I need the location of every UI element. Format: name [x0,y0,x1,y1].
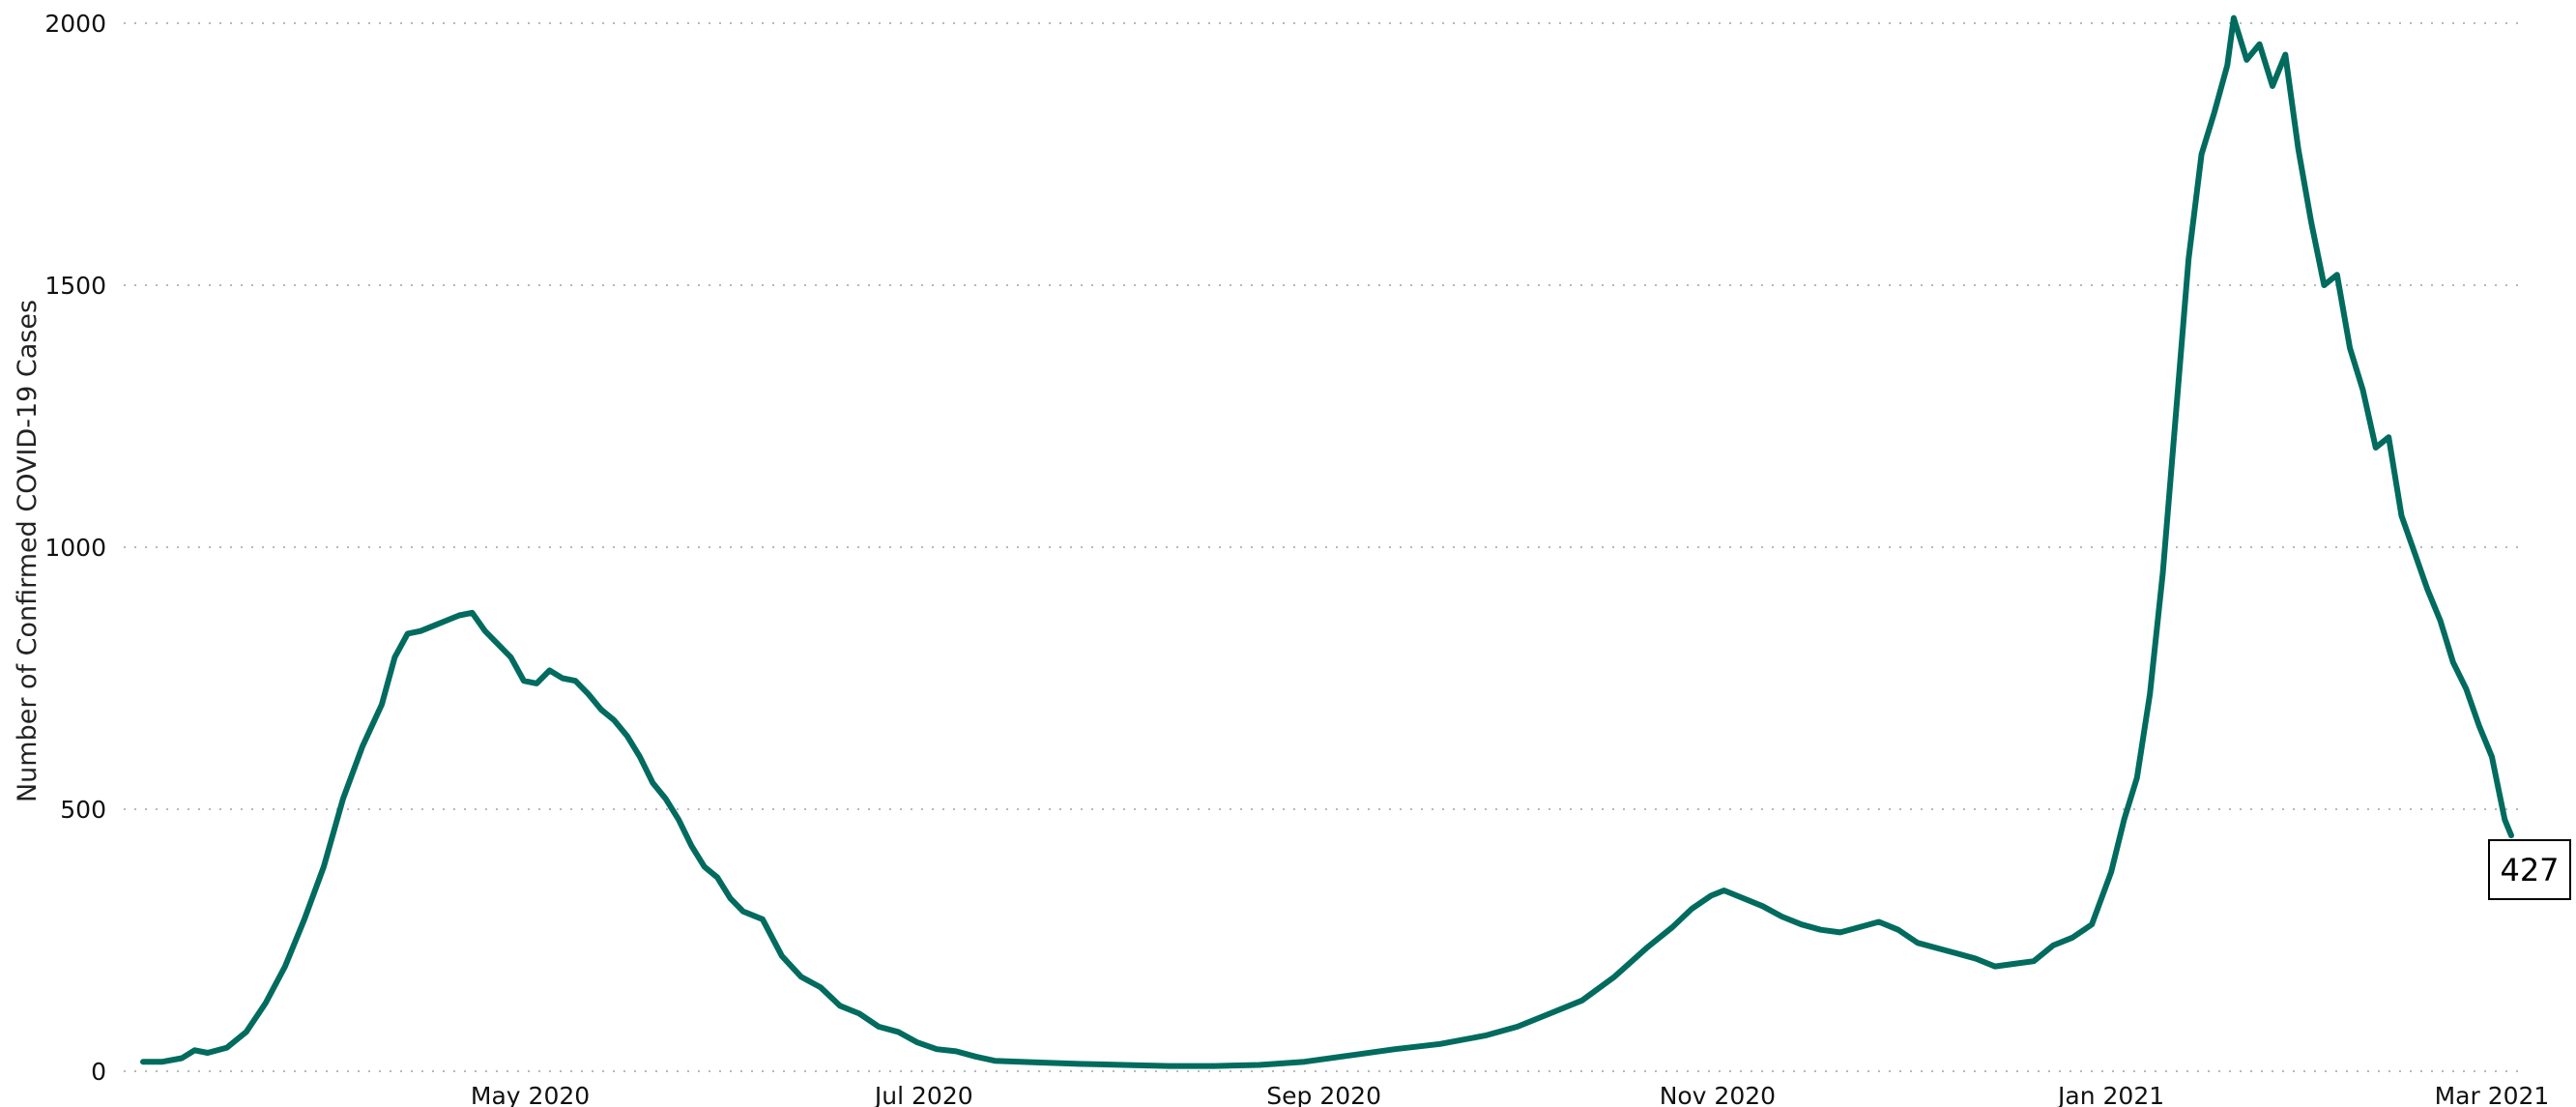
x-tick-label-may-2020: May 2020 [471,1082,590,1107]
x-tick-label-sep-2020: Sep 2020 [1266,1082,1381,1107]
x-tick-labels: May 2020 Jul 2020 Sep 2020 Nov 2020 Jan 2021… [471,1082,2549,1107]
x-tick-label-nov-2020: Nov 2020 [1660,1082,1776,1107]
series-line-0 [140,15,2514,1069]
grid-layer [124,22,2521,1072]
y-tick-labels: 0 500 1000 1500 2000 [44,10,106,1086]
y-tick-label-1500: 1500 [44,272,106,300]
callout-value: 427 [2500,852,2559,889]
x-tick-label-mar-2021: Mar 2021 [2435,1082,2550,1107]
callout-box [2488,839,2571,900]
y-tick-label-2000: 2000 [44,10,106,38]
y-tick-label-500: 500 [60,796,106,824]
y-axis-label: Number of Confirmed COVID-19 Cases [13,300,43,802]
y-tick-label-1000: 1000 [44,534,106,562]
y-tick-label-0: 0 [91,1058,106,1086]
x-tick-label-jul-2020: Jul 2020 [873,1082,973,1107]
x-tick-label-jan-2021: Jan 2021 [2056,1082,2164,1107]
last-value-callout: 427 [2488,839,2571,900]
series-layer [140,15,2514,1069]
